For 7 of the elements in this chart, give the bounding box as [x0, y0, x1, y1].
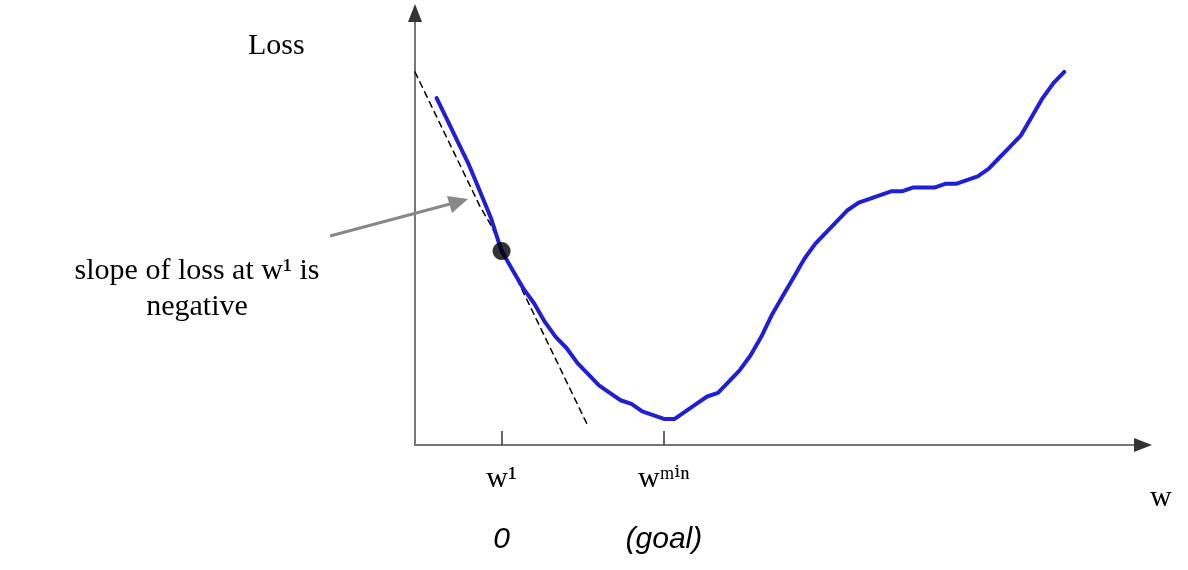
x-tick-label: wᵐⁱⁿ: [637, 459, 691, 493]
x-tick-label: w¹: [486, 459, 517, 493]
text: 0: [493, 520, 511, 554]
y-axis-title: Loss: [248, 26, 305, 60]
text: slope of loss at w¹ is negative: [74, 251, 320, 321]
x-axis-title: w: [1150, 478, 1172, 512]
text: (goal): [625, 520, 703, 554]
